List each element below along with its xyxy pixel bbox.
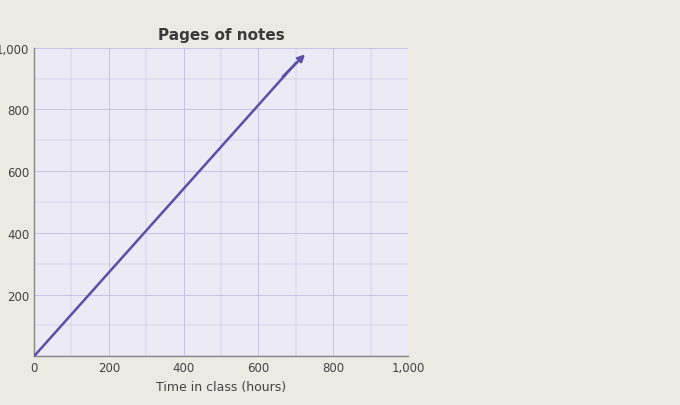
X-axis label: Time in class (hours): Time in class (hours) (156, 380, 286, 393)
Title: Pages of notes: Pages of notes (158, 28, 284, 43)
